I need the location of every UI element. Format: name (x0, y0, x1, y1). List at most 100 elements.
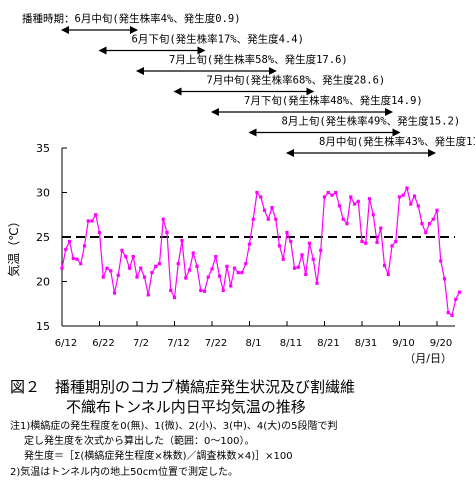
data-point (360, 239, 364, 244)
x-tick-label: 6/12 (55, 338, 77, 349)
data-point (397, 195, 402, 199)
footnote-1-cont: 定し発生度を次式から算出した（範囲：0～100）。 (24, 436, 255, 447)
data-point (71, 256, 75, 260)
data-point (371, 213, 375, 217)
data-point (236, 271, 240, 275)
temperature-series (60, 186, 462, 317)
data-point (251, 217, 255, 221)
data-point (202, 289, 207, 293)
data-point (90, 219, 94, 223)
data-point (79, 262, 83, 266)
data-point (210, 267, 214, 271)
data-point (450, 313, 454, 317)
data-point (334, 190, 338, 195)
data-point (217, 274, 222, 278)
data-point (375, 240, 379, 244)
data-point (94, 213, 98, 217)
x-tick-label: 8/1 (245, 338, 261, 349)
data-point (169, 288, 173, 292)
x-tick-label: 9/10 (392, 338, 414, 349)
data-point (116, 273, 120, 277)
data-point (345, 222, 349, 226)
y-tick-label: 30 (36, 187, 50, 200)
data-point (446, 311, 450, 315)
data-point (214, 254, 218, 259)
data-point (427, 222, 432, 226)
data-point (187, 268, 192, 272)
data-point (180, 238, 184, 243)
data-point (146, 293, 150, 297)
data-point (307, 241, 312, 245)
sowing-period-arrows: 播種時期：6月中旬(発生株率4%、発生度0.9) 6月下旬(発生株率17%、発生度… (22, 12, 475, 157)
data-point (326, 190, 330, 195)
x-tick-label: 8/21 (317, 338, 339, 349)
data-point (311, 257, 315, 261)
data-point (315, 281, 319, 285)
x-tick-label: 9/20 (430, 338, 452, 349)
data-point (184, 276, 188, 280)
data-point (64, 247, 68, 252)
data-point (319, 248, 323, 252)
data-point (60, 266, 64, 270)
period-label: 播種時期：6月中旬(発生株率4%、発生度0.9) (22, 12, 241, 25)
data-point (240, 271, 244, 275)
data-point (405, 186, 409, 190)
data-point (97, 230, 102, 235)
data-point (431, 217, 435, 221)
data-point (424, 230, 428, 235)
data-point (135, 275, 139, 279)
data-point (322, 195, 327, 199)
data-point (304, 272, 308, 276)
data-point (232, 266, 237, 270)
x-ticks: 6/12 6/22 7/2 7/12 7/22 8/1 8/11 8/21 8/31 9/10 9/… (55, 321, 452, 349)
data-point (176, 262, 180, 266)
data-point (124, 254, 128, 259)
period-label: 7月中旬(発生株率68%、発生度28.6) (207, 74, 386, 87)
data-point (330, 193, 334, 197)
data-point (247, 242, 252, 246)
data-point (157, 262, 162, 266)
data-point (244, 262, 248, 266)
data-point (349, 195, 353, 199)
data-point (150, 271, 154, 275)
period-label: 7月上旬(発生株率58%、発生度17.6) (169, 53, 348, 66)
data-point (131, 254, 135, 259)
data-point (225, 264, 229, 268)
y-tick-label: 15 (36, 320, 50, 333)
data-point (435, 208, 439, 212)
period-label: 6月下旬(発生株率17%、発生度4.4) (132, 33, 304, 46)
data-point (262, 208, 267, 212)
footnote-2: 2)気温はトンネル内の地上50cm位置で測定した。 (10, 467, 239, 478)
x-tick-label: 7/22 (205, 338, 227, 349)
data-point (292, 266, 297, 270)
y-tick-label: 25 (36, 231, 50, 244)
data-point (352, 202, 357, 206)
data-point (161, 217, 165, 221)
data-point (285, 230, 289, 235)
data-point (277, 244, 282, 248)
y-ticks: 15 20 25 30 35 (36, 142, 67, 333)
data-point (266, 217, 270, 221)
data-point (409, 202, 413, 206)
data-point (86, 219, 90, 223)
data-point (454, 297, 458, 301)
data-point (416, 204, 420, 208)
data-point (82, 244, 87, 248)
data-point (221, 288, 225, 292)
x-tick-label: 7/2 (133, 338, 149, 349)
data-point (289, 239, 293, 244)
data-point (356, 199, 360, 203)
data-point (379, 226, 383, 230)
data-point (337, 204, 342, 208)
data-point (341, 217, 345, 221)
data-point (367, 197, 372, 201)
data-point (296, 265, 300, 269)
figure-title-line-1: 図２ 播種期別のコカブ横縞症発生状況及び割繊維 (10, 378, 356, 396)
data-point (139, 266, 143, 270)
data-point (382, 263, 387, 268)
data-point (105, 266, 109, 270)
data-point (420, 222, 424, 226)
data-point (199, 288, 203, 292)
data-point (142, 275, 147, 279)
